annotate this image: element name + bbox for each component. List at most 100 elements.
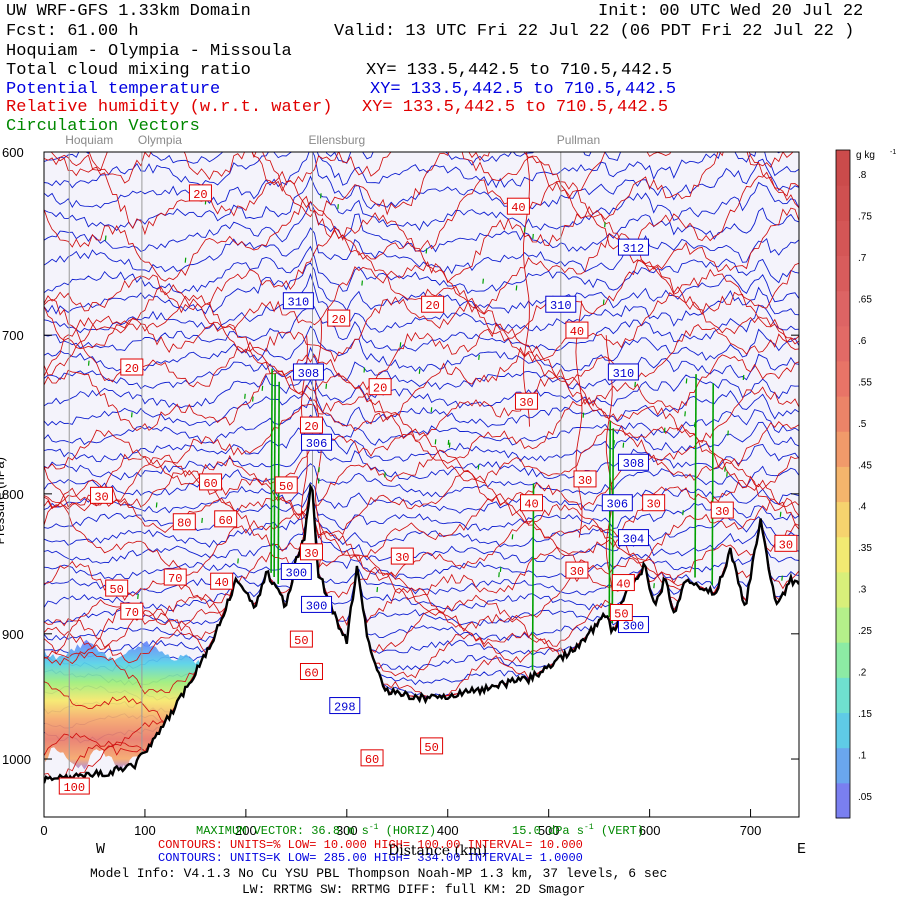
circulation-vector-tick [682,510,684,516]
theta-label-text: 298 [334,701,356,715]
circulation-vector-tick [87,360,90,366]
x-tick-label: 200 [235,823,257,838]
circulation-vector-tick [201,517,203,523]
max-vector-vert-sup: -1 [584,823,594,832]
rh-label-text: 30 [519,396,533,410]
circulation-vector-tick [727,430,729,436]
circulation-vector-tick [430,407,433,413]
colorbar-swatch [836,782,850,819]
rh-label-box [421,295,445,313]
contours-theta-info: CONTOURS: UNITS=K LOW= 285.00 HIGH= 334.… [158,851,583,865]
rh-label-box [120,358,144,376]
colorbar-swatch [836,185,850,221]
rh-label: 30 [514,392,538,410]
y-tick-label: 800 [2,487,24,502]
circulation-vector-tick [252,396,254,402]
rh-label-text: 40 [511,201,525,215]
colorbar-tick-label: .7 [858,253,867,264]
colorbar-tick-label: .6 [858,336,867,347]
colorbar-tick-label: .55 [858,377,872,388]
theta-label: 304 [617,529,649,547]
theta-label-box [301,595,333,613]
circulation-vector-tick [384,472,386,478]
theta-contour [44,487,799,548]
y-tick-label: 700 [2,328,24,343]
colorbar-tick-label: .75 [858,211,872,222]
circulation-vector-tick [742,374,745,380]
theta-contour [44,487,799,580]
rh-label: 60 [299,663,323,681]
station-label-olympia: Olympia [138,133,182,147]
max-vector-vert-unit: (VERT) [593,824,645,838]
colorbar-swatch [836,536,850,573]
rh-label-text: 20 [425,299,439,313]
y-tick-label: 1000 [2,752,31,767]
rh-label-text: 20 [193,188,207,202]
circulation-vector [531,483,535,671]
circulation-vector-tick [693,422,696,428]
model-info: Model Info: V4.1.3 No Cu YSU PBL Thompso… [90,866,668,881]
circulation-vector-tick [663,427,666,433]
rh-label-text: 50 [279,480,293,494]
circulation-vector-tick [726,471,728,477]
circulation-vector-tick [104,235,107,241]
rh-contour-vertical [575,300,583,538]
x-tick-label: 100 [134,823,156,838]
colorbar-tick-label: .45 [858,460,872,471]
rh-label-box [420,737,444,755]
rh-label: 40 [506,197,530,215]
rh-label-text: 60 [304,667,318,681]
theta-label: 300 [280,562,312,580]
rh-label: 40 [565,321,589,339]
theta-label-text: 304 [623,533,645,547]
xaxis-title: Distance (km) [388,843,488,859]
circulation-vector-tick [319,193,322,199]
rh-label: 30 [774,534,798,552]
circulation-vector-tick [425,248,428,254]
circulation-vector-tick [622,442,625,448]
rh-label-box [327,309,351,327]
colorbar-swatch [836,290,850,327]
rh-label: 20 [327,309,351,327]
theta-label: 310 [545,295,577,313]
theta-label-text: 308 [623,457,645,471]
rh-label-text: 20 [332,313,346,327]
circulation-vector-tick [155,502,158,508]
rh-label-box [774,534,798,552]
colorbar-swatch [836,607,850,643]
circulation-vector-tick [418,368,421,374]
theta-label: 298 [329,697,361,715]
rh-label-text: 70 [125,606,139,620]
colorbar-tick-label: .4 [858,502,867,513]
rh-label: 100 [58,777,90,795]
colorbar-tick-label: .35 [858,543,872,554]
colorbar-swatch [836,747,850,784]
rh-label: 50 [609,604,633,622]
rh-label: 40 [520,494,544,512]
rh-label-text: 30 [395,551,409,565]
theta-label-text: 308 [298,367,320,381]
theta-label-box [545,295,577,313]
rh-contour [44,487,799,584]
theta-contour [44,175,799,232]
circulation-vector-tick [613,440,615,446]
rh-label-box [58,777,90,795]
x-tick-label: 500 [538,823,560,838]
colorbar-swatch [836,150,850,186]
contours-rh-info: CONTOURS: UNITS=% LOW= 10.000 HIGH= 100.… [158,838,583,852]
circulation-vector [611,428,615,624]
theta-label: 312 [617,238,649,256]
terrain-line [44,482,799,784]
forecast-hour: Fcst: 61.00 h [6,22,139,41]
colorbar-swatch [836,360,850,397]
rh-label: 20 [421,295,445,313]
circulation-vector-tick [685,378,688,384]
colorbar-tick-label: .3 [858,585,867,596]
rh-label: 80 [172,513,196,531]
theta-label: 306 [301,433,333,451]
colorbar-swatch [836,220,850,256]
rh-label: 30 [642,494,666,512]
theta-label: 306 [601,494,633,512]
circulation-vector-tick [244,393,246,399]
